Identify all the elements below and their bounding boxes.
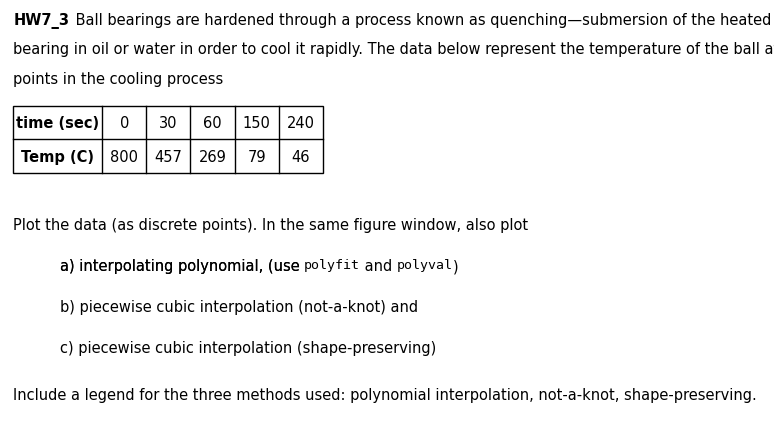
Text: Include a legend for the three methods used: polynomial interpolation, not-a-kno: Include a legend for the three methods u… — [13, 387, 757, 402]
Text: ): ) — [453, 258, 458, 273]
Text: 0: 0 — [119, 116, 129, 131]
Text: 240: 240 — [286, 116, 315, 131]
Text: time (sec): time (sec) — [16, 116, 99, 131]
Text: a) interpolating polynomial, (use: a) interpolating polynomial, (use — [60, 258, 304, 273]
Text: 79: 79 — [247, 149, 266, 164]
Text: 46: 46 — [292, 149, 310, 164]
Text: 457: 457 — [154, 149, 183, 164]
Text: 150: 150 — [242, 116, 271, 131]
Text: HW7_3: HW7_3 — [13, 13, 69, 29]
Text: polyval: polyval — [397, 258, 453, 271]
Bar — [13, 107, 323, 174]
Text: 60: 60 — [203, 116, 222, 131]
Text: Ball bearings are hardened through a process known as quenching—submersion of th: Ball bearings are hardened through a pro… — [70, 13, 774, 28]
Text: polyfit: polyfit — [304, 258, 360, 271]
Text: Plot the data (as discrete points). In the same figure window, also plot: Plot the data (as discrete points). In t… — [13, 218, 529, 233]
Text: 800: 800 — [110, 149, 139, 164]
Text: bearing in oil or water in order to cool it rapidly. The data below represent th: bearing in oil or water in order to cool… — [13, 42, 774, 57]
Text: c) piecewise cubic interpolation (shape-preserving): c) piecewise cubic interpolation (shape-… — [60, 341, 436, 355]
Text: 30: 30 — [159, 116, 177, 131]
Text: and: and — [360, 258, 397, 273]
Text: 269: 269 — [198, 149, 227, 164]
Text: b) piecewise cubic interpolation (not-a-knot) and: b) piecewise cubic interpolation (not-a-… — [60, 299, 418, 314]
Text: a) interpolating polynomial, (use: a) interpolating polynomial, (use — [60, 258, 304, 273]
Text: points in the cooling process: points in the cooling process — [13, 71, 224, 86]
Text: Temp (C): Temp (C) — [21, 149, 94, 164]
